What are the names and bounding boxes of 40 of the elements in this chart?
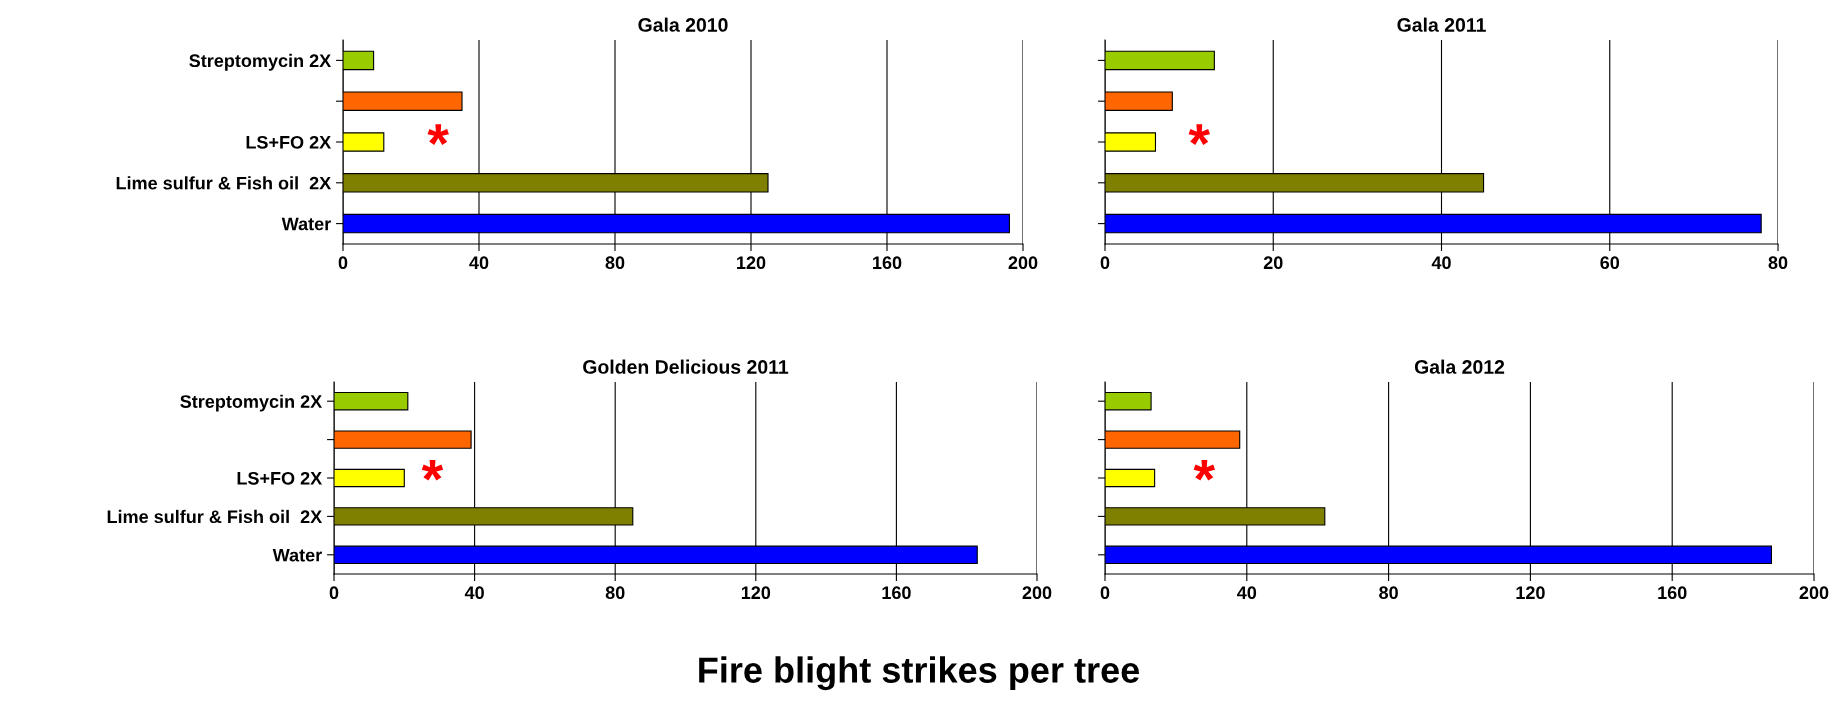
x-axis-title: Fire blight strikes per tree <box>699 656 1140 691</box>
chart-title: Golden Delicious 2011 <box>583 359 789 374</box>
x-tick-label: 80 <box>605 256 625 270</box>
x-tick-label: 120 <box>1516 586 1545 600</box>
x-tick-label: 200 <box>1799 586 1829 600</box>
x-tick-label: 80 <box>1768 256 1788 270</box>
x-tick-label: 40 <box>464 586 484 600</box>
annotation: * <box>1193 459 1216 481</box>
y-tick-label: Water <box>281 217 331 231</box>
chart-title: Gala 2010 <box>638 17 728 32</box>
x-tick-label: 80 <box>1379 586 1398 600</box>
x-tick-label: 0 <box>338 256 348 270</box>
x-tick-label: 160 <box>873 256 902 270</box>
x-tick-label: 40 <box>469 256 489 270</box>
x-tick-label: 0 <box>1100 586 1110 600</box>
annotation: * <box>421 459 444 481</box>
x-tick-label: 120 <box>741 586 771 600</box>
x-tick-label: 200 <box>1022 586 1052 600</box>
x-tick-label: 40 <box>1237 586 1257 600</box>
x-tick-label: 0 <box>329 586 339 600</box>
annotation: * <box>1188 124 1210 145</box>
y-tick-label: Streptomycin 2X <box>189 53 332 71</box>
chart-title: Gala 2012 <box>1414 359 1505 374</box>
chart-title: Gala 2011 <box>1397 17 1486 32</box>
x-tick-label: 80 <box>605 586 625 600</box>
x-tick-label: 40 <box>1431 256 1451 270</box>
x-tick-label: 0 <box>1100 256 1110 270</box>
x-tick-label: 160 <box>882 586 911 600</box>
y-tick-label: LS+FO 2X <box>246 135 332 149</box>
x-tick-label: 160 <box>1658 586 1687 600</box>
y-tick-label: Lime sulfur & Fish oil 2X <box>107 509 323 524</box>
x-tick-label: 120 <box>737 256 766 270</box>
annotation: * <box>427 124 449 145</box>
y-tick-label: LS+FO 2X <box>237 471 323 485</box>
y-tick-label: Streptomycin 2X <box>180 394 323 412</box>
x-tick-label: 20 <box>1263 256 1283 270</box>
x-tick-label: 60 <box>1600 256 1620 270</box>
y-tick-label: Lime sulfur & Fish oil 2X <box>116 176 332 190</box>
x-tick-label: 200 <box>1008 256 1038 270</box>
y-tick-label: Water <box>272 548 322 562</box>
